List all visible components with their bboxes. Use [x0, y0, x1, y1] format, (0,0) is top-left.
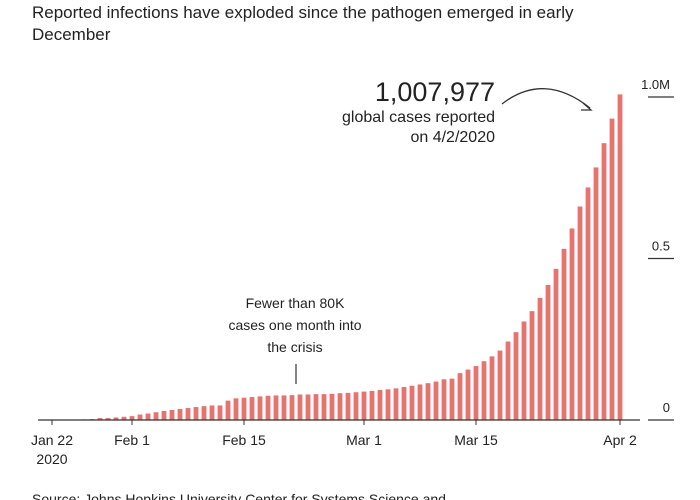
bar: [585, 187, 591, 420]
bar: [249, 397, 255, 420]
bar: [617, 94, 623, 420]
bar: [401, 387, 407, 420]
source: Source: Johns Hopkins University Center …: [32, 491, 446, 500]
bar: [537, 297, 543, 420]
arrow-head: [581, 102, 593, 111]
bar: [241, 397, 247, 420]
bar: [329, 393, 335, 420]
x-tick-label: 2020: [36, 451, 67, 467]
bar: [385, 389, 391, 420]
bar: [337, 393, 343, 420]
bar: [409, 385, 415, 420]
bar: [473, 366, 479, 420]
bar: [513, 332, 519, 420]
bar: [289, 395, 295, 420]
bar: [553, 268, 559, 420]
bar: [369, 390, 375, 420]
bar: [273, 395, 279, 420]
bar: [137, 414, 143, 420]
bar: [449, 378, 455, 420]
x-tick-label: Jan 22: [31, 432, 73, 448]
bar: [353, 392, 359, 420]
bar: [417, 384, 423, 420]
bar: [465, 369, 471, 420]
bar: [377, 389, 383, 420]
bar: [177, 409, 183, 420]
bar: [425, 383, 431, 420]
bar: [145, 413, 151, 420]
bar: [561, 248, 567, 420]
bar: [153, 412, 159, 420]
bar: [161, 410, 167, 420]
bar: [233, 398, 239, 420]
bar: [321, 394, 327, 420]
bar: [601, 143, 607, 420]
bar: [529, 311, 535, 420]
bar: [169, 409, 175, 420]
bar: [433, 381, 439, 420]
bar: [545, 284, 551, 420]
annotation-text: cases one month into: [228, 317, 361, 333]
x-tick-label: Apr 2: [603, 432, 637, 448]
annotation-text: on 4/2/2020: [410, 129, 495, 146]
x-tick-label: Mar 1: [346, 432, 382, 448]
bar: [281, 395, 287, 420]
bar: [481, 361, 487, 420]
bar: [393, 388, 399, 420]
bar: [577, 206, 583, 420]
bar: [97, 418, 103, 420]
bar: [209, 405, 215, 420]
bar: [297, 394, 303, 420]
bar: [457, 373, 463, 420]
bar: [201, 406, 207, 420]
bar: [105, 418, 111, 420]
y-tick-label: 0: [663, 400, 670, 415]
bar: [265, 395, 271, 420]
annotation-arrow: [501, 88, 591, 109]
bar: [361, 391, 367, 420]
bar: [569, 228, 575, 420]
annotation-text: Fewer than 80K: [246, 295, 345, 311]
bar: [129, 416, 135, 420]
bar: [441, 379, 447, 420]
y-tick-label: 1.0M: [641, 77, 670, 92]
annotation-value: 1,007,977: [375, 77, 495, 107]
bar: [345, 392, 351, 420]
bar: [225, 400, 231, 420]
bar: [489, 356, 495, 420]
chart-title: Reported infections have exploded since …: [32, 3, 574, 44]
bar: [113, 417, 119, 420]
bar: [217, 405, 223, 420]
x-tick-label: Feb 15: [222, 432, 266, 448]
x-tick-label: Feb 1: [114, 432, 150, 448]
bar: [521, 321, 527, 420]
annotation-text: global cases reported: [342, 109, 495, 126]
bar: [257, 396, 263, 420]
bar: [497, 350, 503, 420]
bar: [593, 167, 599, 420]
bar: [185, 408, 191, 420]
bar: [313, 394, 319, 420]
bar: [121, 416, 127, 420]
x-tick-label: Mar 15: [454, 432, 498, 448]
bar: [505, 341, 511, 420]
annotation-text: the crisis: [267, 339, 322, 355]
y-tick-label: 0.5: [652, 239, 670, 254]
bar: [193, 407, 199, 420]
bar: [609, 118, 615, 421]
bar: [305, 394, 311, 420]
